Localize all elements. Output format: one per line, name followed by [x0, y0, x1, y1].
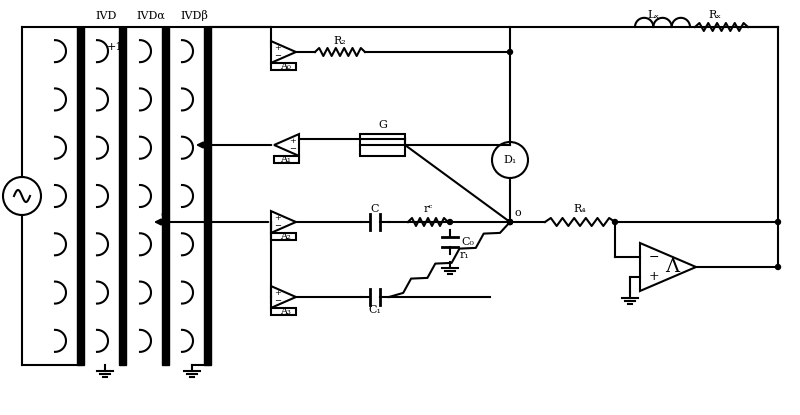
- Bar: [77, 27, 83, 365]
- Text: −: −: [274, 297, 281, 305]
- Bar: [271, 63, 296, 70]
- Bar: [360, 134, 405, 156]
- Circle shape: [775, 220, 781, 225]
- Text: G: G: [378, 120, 387, 130]
- Text: +: +: [649, 270, 660, 283]
- Text: A₂: A₂: [280, 232, 290, 241]
- Text: A₃: A₃: [279, 307, 290, 316]
- Text: α: α: [161, 208, 170, 220]
- Circle shape: [507, 220, 513, 225]
- Bar: [118, 27, 126, 365]
- Text: β: β: [203, 130, 210, 144]
- Text: +: +: [274, 214, 281, 222]
- Circle shape: [447, 220, 453, 225]
- Text: C₁: C₁: [369, 305, 382, 315]
- Bar: [162, 27, 169, 365]
- Bar: [203, 27, 210, 365]
- Text: o: o: [514, 208, 522, 218]
- Circle shape: [507, 220, 513, 225]
- Text: D₁: D₁: [503, 155, 517, 165]
- Bar: [271, 233, 296, 240]
- Text: +: +: [274, 289, 281, 297]
- Text: IVD: IVD: [95, 11, 117, 21]
- Text: A₁: A₁: [279, 155, 290, 164]
- Text: +: +: [274, 44, 281, 52]
- Circle shape: [775, 264, 781, 269]
- Text: Rₓ: Rₓ: [709, 10, 722, 20]
- Circle shape: [613, 220, 618, 225]
- Bar: [274, 156, 299, 163]
- Text: −: −: [649, 251, 660, 264]
- Bar: [271, 308, 296, 315]
- Text: −: −: [274, 52, 281, 60]
- Text: R₄: R₄: [574, 204, 586, 214]
- Circle shape: [507, 220, 513, 225]
- Text: C: C: [370, 204, 379, 214]
- Text: −: −: [274, 222, 281, 230]
- Text: +: +: [290, 137, 296, 145]
- Text: Λ: Λ: [665, 258, 679, 276]
- Text: Lₓ: Lₓ: [647, 10, 659, 20]
- Text: C₀: C₀: [462, 237, 474, 247]
- Text: −: −: [290, 145, 296, 153]
- Text: +1: +1: [106, 42, 123, 52]
- Text: R₂: R₂: [334, 36, 346, 46]
- Circle shape: [507, 49, 513, 54]
- Text: IVDβ: IVDβ: [180, 10, 208, 22]
- Text: IVDα: IVDα: [137, 11, 166, 21]
- Text: rᶜ: rᶜ: [423, 204, 433, 214]
- Text: r₁: r₁: [460, 249, 470, 259]
- Text: A₀: A₀: [279, 62, 290, 71]
